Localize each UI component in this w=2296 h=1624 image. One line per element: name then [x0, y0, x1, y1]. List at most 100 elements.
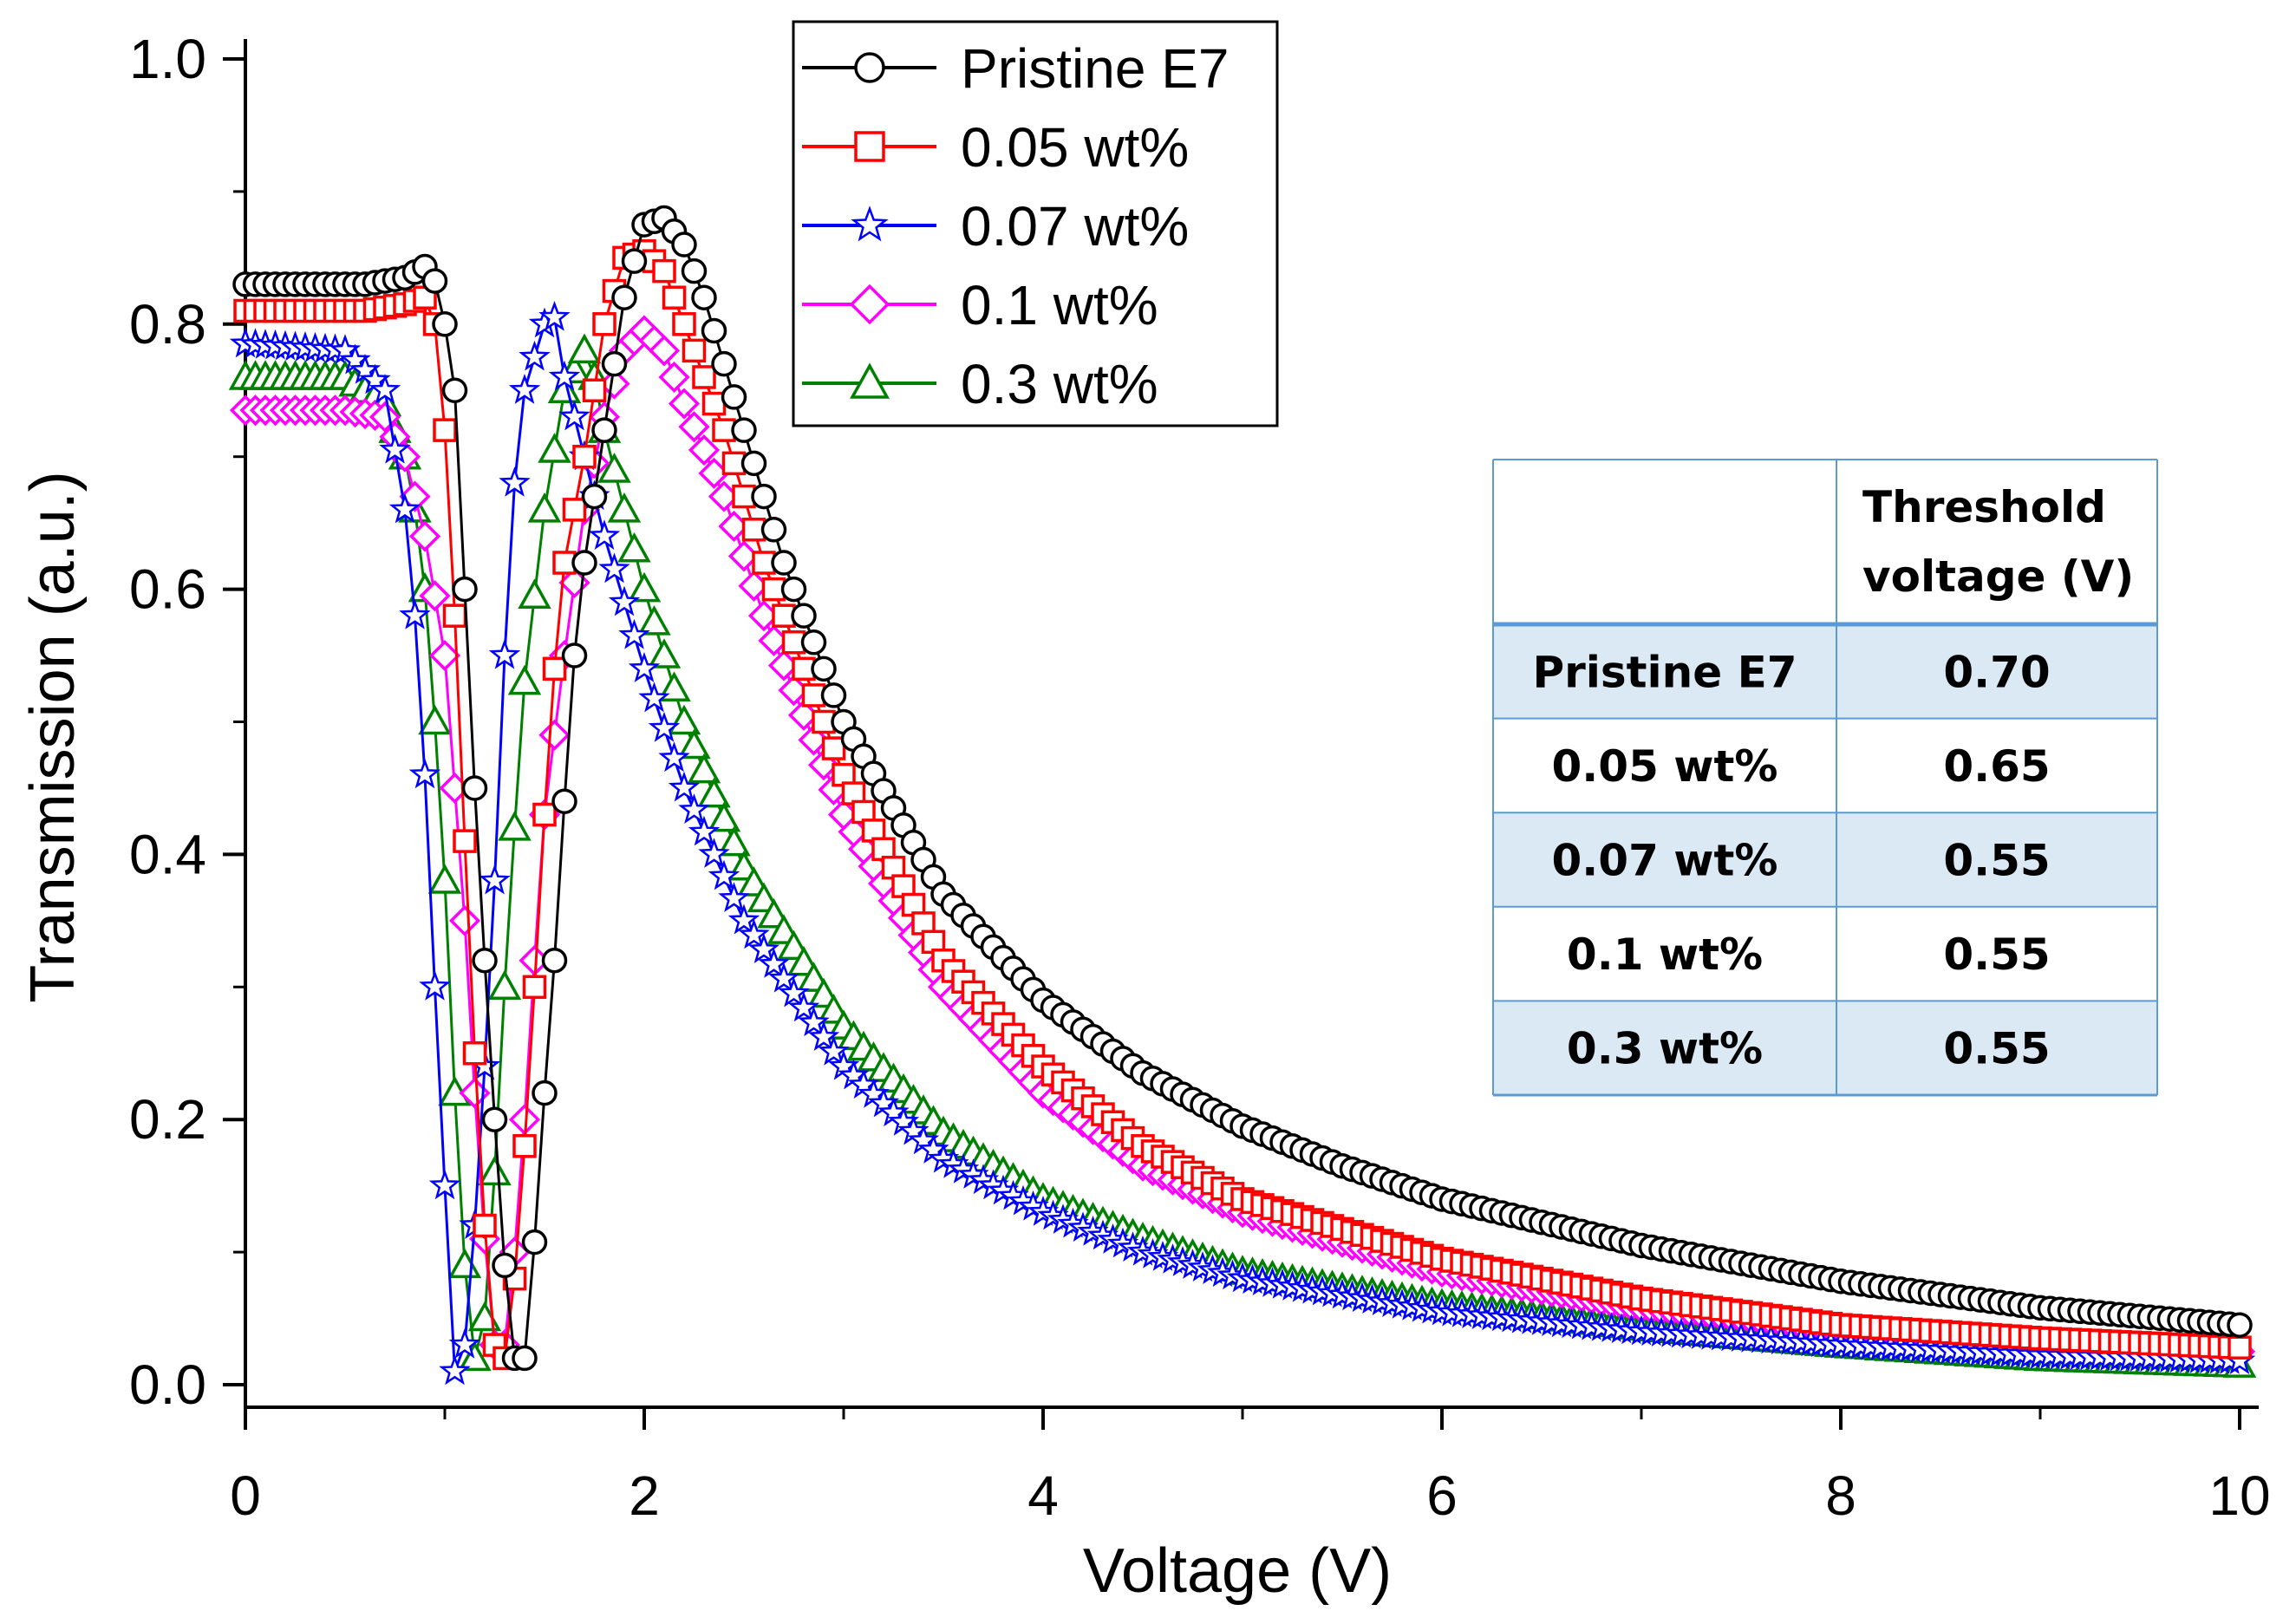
- data-point-2: [548, 360, 581, 391]
- data-point-2: [727, 903, 760, 935]
- data-point-2: [408, 758, 441, 789]
- data-point-0: [791, 603, 817, 629]
- legend-marker-0: [854, 52, 885, 83]
- series-2: [229, 300, 2256, 1386]
- data-point-0: [492, 1252, 518, 1279]
- series-1: [233, 238, 2252, 1371]
- y-tick-label: 0.0: [129, 1353, 206, 1416]
- data-point-4: [458, 1340, 492, 1372]
- data-point-4: [418, 704, 452, 735]
- y-tick-label: 0.2: [129, 1088, 206, 1151]
- x-tick-label: 4: [1027, 1464, 1059, 1527]
- series-layer: [228, 205, 2257, 1386]
- data-point-0: [820, 682, 847, 708]
- data-point-2: [428, 1169, 461, 1200]
- data-point-3: [668, 388, 701, 420]
- data-point-2: [479, 864, 511, 895]
- legend: Pristine E7 0.05 wt% 0.07 wt% 0.1 wt% 0.3 wt…: [792, 20, 1279, 427]
- data-point-4: [607, 492, 642, 523]
- data-point-1: [2228, 1335, 2252, 1360]
- data-point-4: [467, 1301, 502, 1332]
- data-point-0: [571, 550, 597, 576]
- legend-marker-1: [854, 131, 885, 162]
- data-point-0: [581, 483, 608, 510]
- data-point-4: [547, 373, 582, 403]
- data-point-2: [399, 598, 431, 629]
- data-point-1: [532, 802, 557, 827]
- data-point-3: [428, 639, 461, 672]
- data-point-4: [447, 1248, 482, 1279]
- table-cell-sample: 0.1 wt%: [1567, 929, 1763, 980]
- data-point-1: [761, 577, 786, 602]
- data-point-1: [522, 975, 547, 1000]
- data-point-2: [818, 1034, 850, 1066]
- legend-label: 0.3 wt%: [961, 353, 1158, 415]
- data-point-3: [538, 719, 571, 751]
- data-point-3: [658, 361, 690, 394]
- y-tick-label: 0.6: [129, 558, 206, 621]
- data-point-0: [621, 248, 648, 274]
- x-tick-label: 2: [629, 1464, 660, 1527]
- data-point-3: [408, 520, 441, 552]
- data-point-0: [541, 947, 568, 974]
- data-point-0: [800, 629, 827, 655]
- data-point-0: [591, 417, 617, 443]
- data-point-2: [388, 492, 421, 524]
- table-cell-threshold: 0.55: [1943, 929, 2050, 980]
- data-point-1: [801, 683, 826, 708]
- data-point-2: [379, 433, 411, 464]
- legend-label: 0.07 wt%: [961, 195, 1189, 258]
- table-cell-sample: Pristine E7: [1532, 647, 1797, 697]
- data-point-4: [538, 433, 571, 463]
- data-point-2: [747, 933, 780, 964]
- data-point-4: [647, 638, 682, 669]
- data-point-2: [439, 1354, 471, 1386]
- data-point-0: [452, 576, 478, 603]
- data-point-4: [637, 604, 671, 636]
- data-point-0: [611, 284, 637, 310]
- data-point-4: [487, 969, 522, 1001]
- x-tick-label: 8: [1825, 1464, 1856, 1527]
- data-point-2: [419, 970, 451, 1001]
- data-point-0: [721, 384, 747, 410]
- data-point-4: [707, 801, 741, 832]
- data-point-1: [582, 378, 607, 402]
- table-cell-sample: 0.05 wt%: [1552, 741, 1778, 792]
- table-row-shade: [1493, 1001, 2157, 1095]
- data-point-2: [608, 585, 641, 616]
- data-point-1: [812, 709, 836, 734]
- data-point-2: [688, 815, 721, 846]
- table-cell-threshold: 0.65: [1943, 741, 2050, 792]
- data-point-4: [717, 825, 751, 857]
- table-cell-sample: 0.3 wt%: [1567, 1024, 1763, 1074]
- data-point-0: [811, 655, 837, 682]
- table-cell-threshold: 0.55: [1943, 1024, 2050, 1074]
- data-point-0: [521, 1229, 548, 1256]
- data-point-2: [598, 552, 630, 584]
- table-header-line1: Threshold: [1862, 482, 2106, 532]
- data-point-1: [652, 258, 676, 284]
- y-tick-label: 0.8: [129, 293, 206, 355]
- data-point-2: [588, 519, 621, 551]
- data-point-3: [678, 411, 710, 443]
- data-point-1: [542, 656, 567, 682]
- data-point-0: [441, 377, 468, 403]
- data-point-1: [453, 829, 477, 853]
- data-point-2: [807, 1021, 840, 1051]
- data-point-2: [448, 1327, 481, 1359]
- data-point-0: [681, 258, 708, 284]
- data-point-1: [512, 1134, 537, 1158]
- data-point-1: [572, 444, 597, 469]
- data-point-2: [628, 652, 661, 682]
- data-point-1: [562, 498, 587, 522]
- data-point-0: [731, 417, 757, 443]
- data-point-1: [752, 551, 776, 575]
- data-point-0: [740, 450, 767, 477]
- data-point-2: [798, 1006, 830, 1037]
- y-tick-label: 1.0: [129, 28, 206, 90]
- series-0: [232, 205, 2253, 1372]
- x-axis-title: Voltage (V): [1083, 1536, 1392, 1606]
- data-point-2: [658, 741, 690, 773]
- data-point-4: [627, 571, 662, 603]
